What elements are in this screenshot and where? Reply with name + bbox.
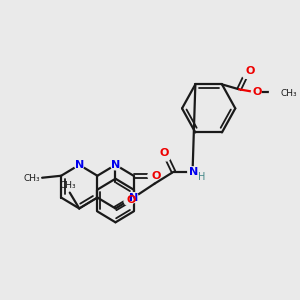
Circle shape — [242, 68, 251, 78]
Text: H: H — [198, 172, 206, 182]
Text: CH₃: CH₃ — [24, 174, 40, 183]
Circle shape — [111, 160, 120, 170]
Text: CH₃: CH₃ — [59, 181, 76, 190]
Text: N: N — [189, 167, 198, 177]
Circle shape — [148, 171, 158, 181]
Circle shape — [74, 160, 84, 170]
Text: O: O — [246, 67, 255, 76]
Text: O: O — [126, 194, 135, 205]
Circle shape — [161, 151, 171, 161]
Circle shape — [269, 88, 277, 96]
Text: O: O — [159, 148, 169, 158]
Text: CH₃: CH₃ — [281, 89, 298, 98]
Text: O: O — [253, 87, 262, 97]
Circle shape — [251, 87, 261, 97]
Circle shape — [124, 196, 134, 206]
Text: O: O — [152, 171, 161, 181]
Circle shape — [188, 167, 197, 177]
Circle shape — [129, 193, 138, 202]
Text: N: N — [111, 160, 120, 170]
Text: N: N — [129, 193, 138, 202]
Text: N: N — [75, 160, 84, 170]
